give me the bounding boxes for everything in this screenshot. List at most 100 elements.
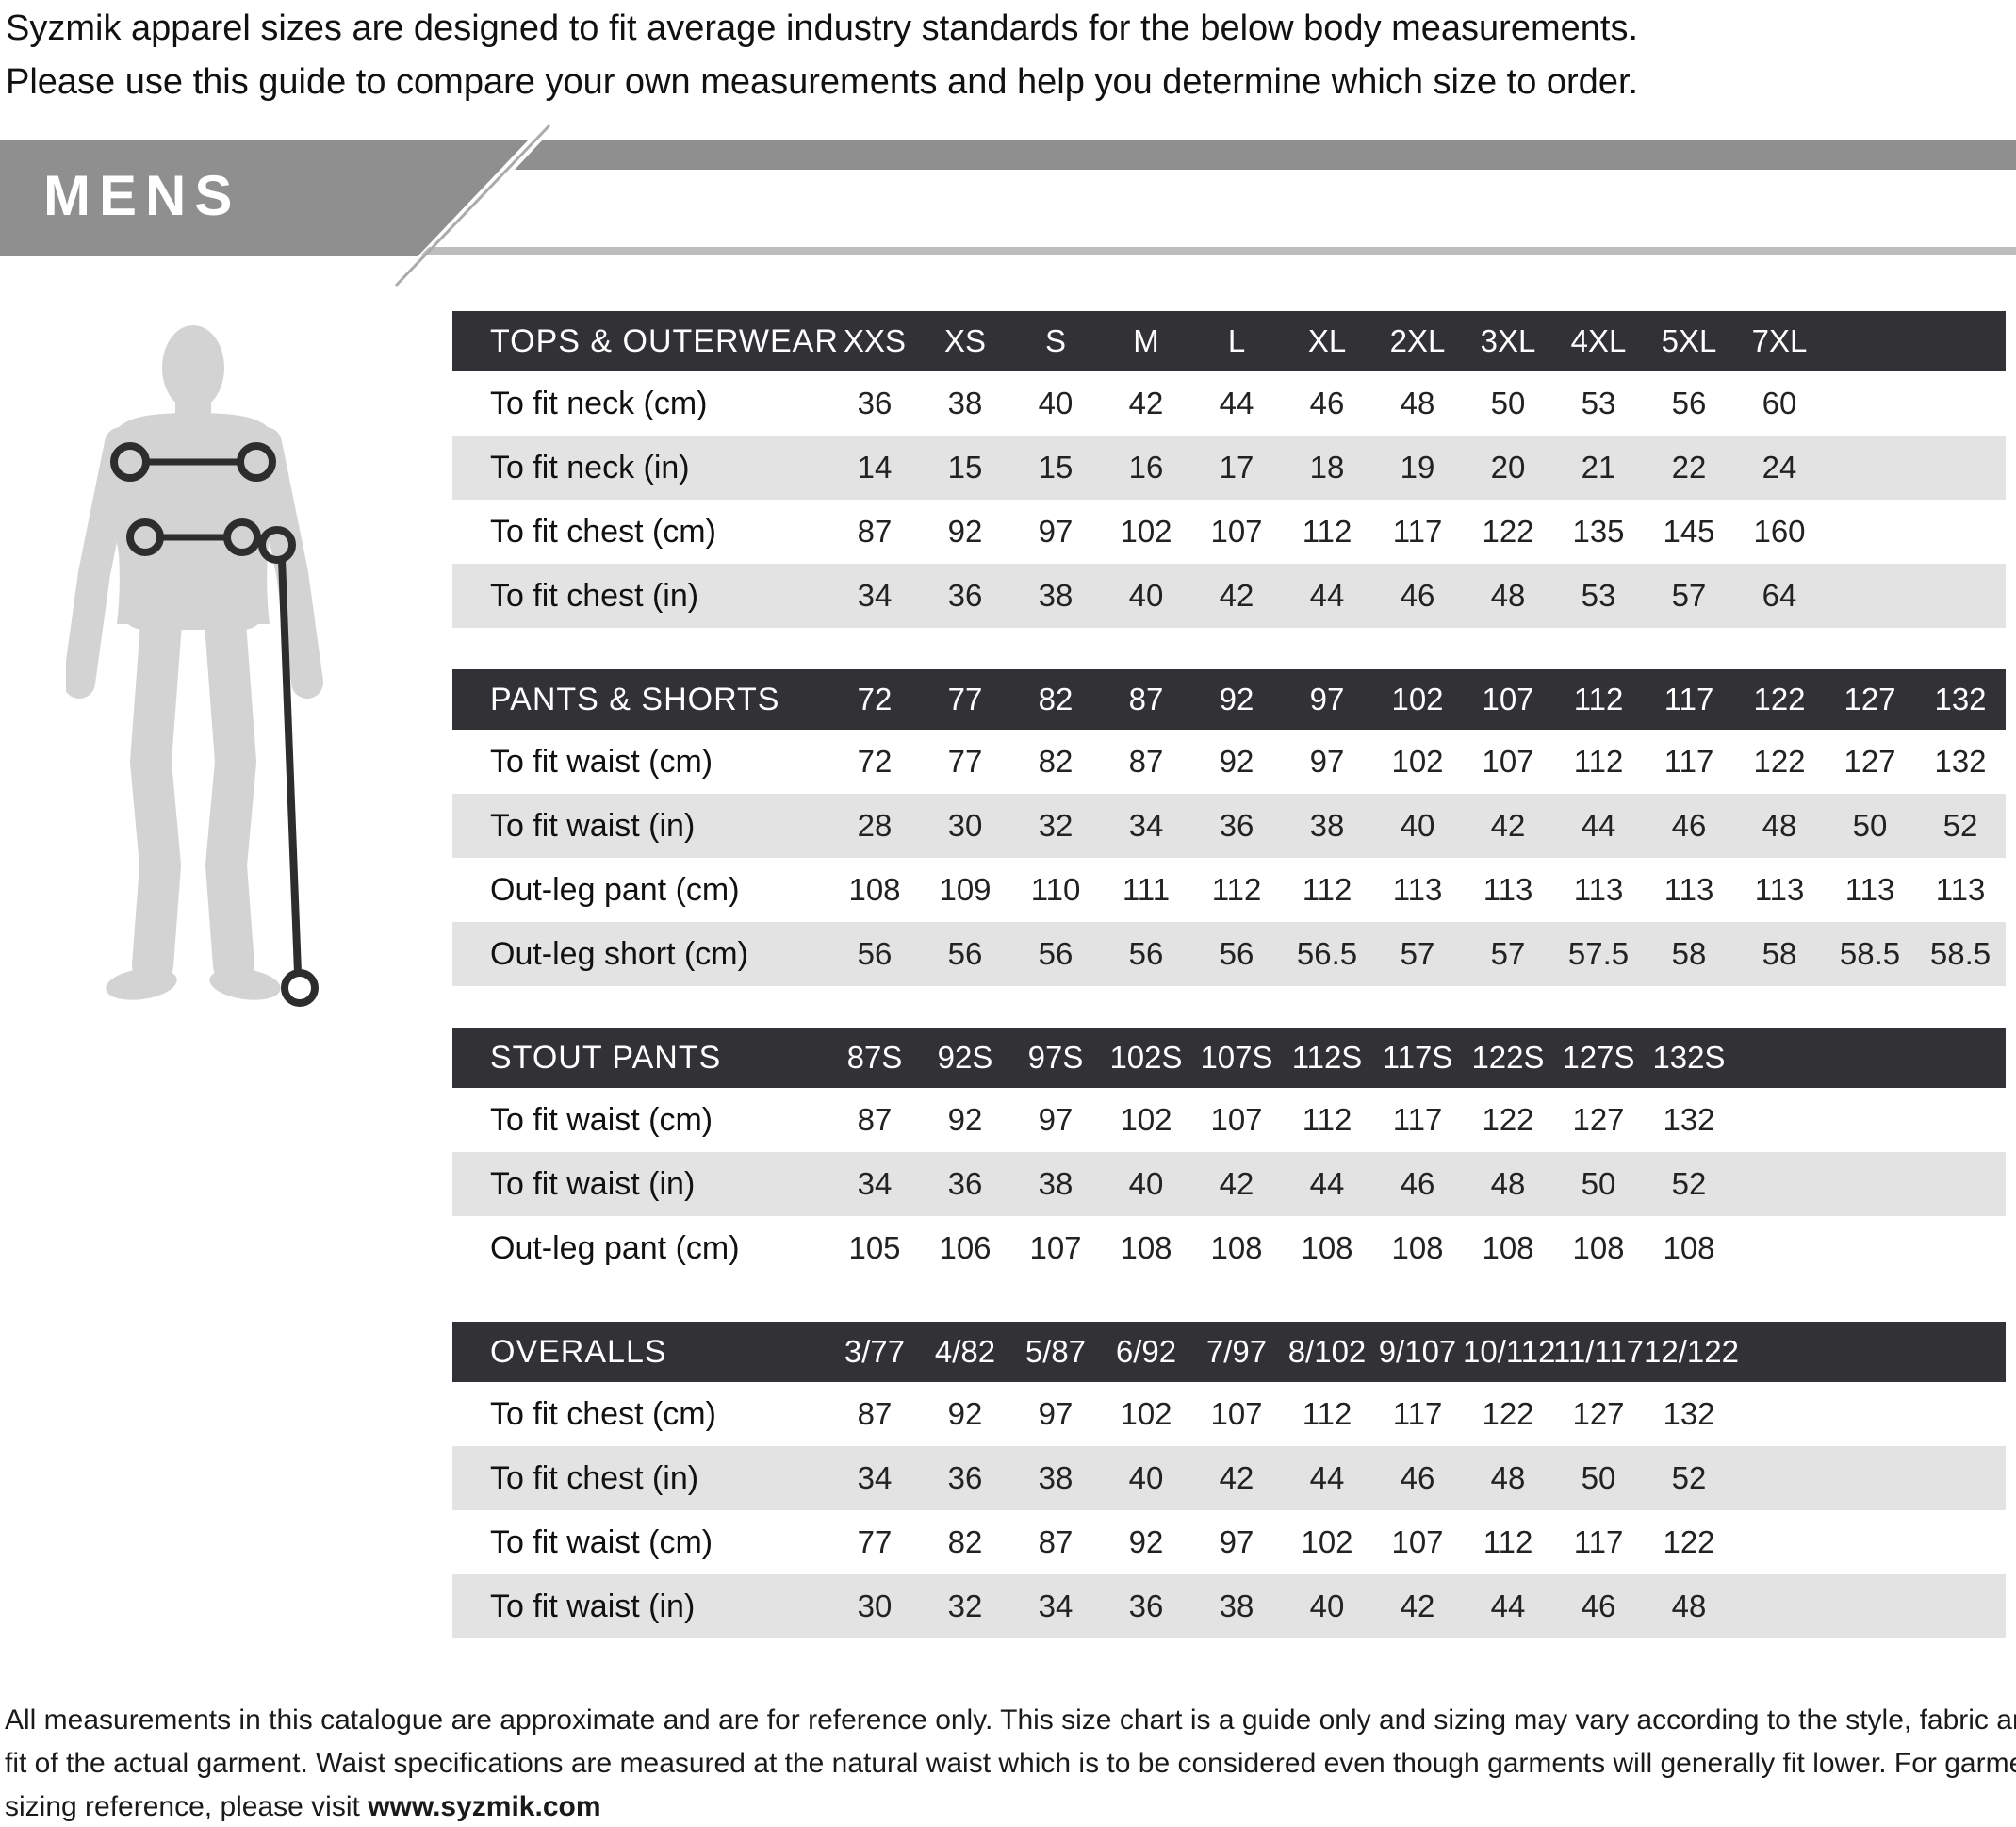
cell-value: 87 <box>857 1102 893 1137</box>
size-column-header: 9/107 <box>1378 1334 1457 1369</box>
cell-value: 48 <box>1400 386 1435 420</box>
cell-value: 40 <box>1400 808 1435 843</box>
cell-value: 64 <box>1762 578 1797 613</box>
cell-value: 108 <box>1391 1230 1444 1265</box>
cell-value: 82 <box>947 1524 983 1559</box>
pants-shorts-table: PANTS & SHORTS 72 77 82 87 92 97 102 107 112 117 12… <box>452 669 2006 986</box>
table-row: To fit chest (cm) 87 92 97 102 107 112 117 122 13… <box>452 500 2006 564</box>
cell-value: 122 <box>1663 1524 1715 1559</box>
cell-value: 102 <box>1301 1524 1353 1559</box>
size-column-header: 72 <box>857 682 893 716</box>
banner-diagonal-line <box>394 123 551 288</box>
size-column-header: 4/82 <box>934 1334 996 1369</box>
cell-value: 160 <box>1753 514 1806 549</box>
cell-value: 72 <box>857 744 893 779</box>
banner-top-strip <box>515 140 2016 170</box>
size-column-header: 3XL <box>1480 323 1536 358</box>
size-column-header: 12/122 <box>1644 1334 1739 1369</box>
cell-value: 38 <box>1219 1588 1254 1623</box>
cell-value: 46 <box>1309 386 1345 420</box>
disclaimer-line-1: All measurements in this catalogue are a… <box>5 1704 2016 1736</box>
size-column-header: 3/77 <box>844 1334 906 1369</box>
cell-value: 113 <box>1754 872 1805 907</box>
size-column-header: 82 <box>1038 682 1074 716</box>
cell-value: 117 <box>1392 514 1443 549</box>
overalls-table: OVERALLS 3/77 4/82 5/87 6/92 7/97 8/102 9/107 10… <box>452 1322 2006 1638</box>
row-label: To fit waist (in) <box>490 1165 696 1202</box>
cell-value: 46 <box>1671 808 1707 843</box>
cell-value: 46 <box>1581 1588 1616 1623</box>
table-row: To fit waist (in) 28 30 32 34 36 38 40 42 44 46 48 5… <box>452 794 2006 858</box>
cell-value: 56 <box>1219 936 1254 971</box>
table-row: Out-leg pant (cm) 105 106 107 108 108 108 108 10… <box>452 1216 2006 1280</box>
size-table-header-row: OVERALLS 3/77 4/82 5/87 6/92 7/97 8/102 9/107 10… <box>452 1322 2006 1382</box>
website-link[interactable]: www.syzmik.com <box>368 1791 601 1822</box>
size-column-header: 6/92 <box>1115 1334 1177 1369</box>
row-label: To fit neck (in) <box>490 449 690 486</box>
cell-value: 32 <box>1038 808 1074 843</box>
size-table-title: TOPS & OUTERWEAR <box>490 322 839 359</box>
cell-value: 34 <box>857 1166 893 1201</box>
table-row: To fit waist (cm) 87 92 97 102 107 112 117 122 12… <box>452 1088 2006 1152</box>
cell-value: 50 <box>1490 386 1526 420</box>
cell-value: 56 <box>1038 936 1074 971</box>
body-measurement-figure <box>66 325 323 1007</box>
cell-value: 38 <box>1309 808 1345 843</box>
cell-value: 50 <box>1581 1166 1616 1201</box>
cell-value: 22 <box>1671 450 1707 485</box>
cell-value: 102 <box>1120 514 1172 549</box>
cell-value: 57 <box>1400 936 1435 971</box>
cell-value: 135 <box>1572 514 1625 549</box>
cell-value: 34 <box>857 578 893 613</box>
size-table-header-row: STOUT PANTS 87S 92S 97S 102S 107S 112S 117S 122S… <box>452 1028 2006 1088</box>
cell-value: 38 <box>1038 1460 1074 1495</box>
table-row: To fit waist (cm) 77 82 87 92 97 102 107 112 117 1… <box>452 1510 2006 1574</box>
cell-value: 34 <box>857 1460 893 1495</box>
intro-line-1: Syzmik apparel sizes are designed to fit… <box>6 8 1639 48</box>
cell-value: 127 <box>1844 744 1896 779</box>
row-label: To fit chest (in) <box>490 1459 699 1496</box>
cell-value: 112 <box>1302 514 1352 549</box>
cell-value: 117 <box>1664 744 1714 779</box>
table-row: Out-leg short (cm) 56 56 56 56 56 56.5 57 57 57.5… <box>452 922 2006 986</box>
size-column-header: 87 <box>1128 682 1164 716</box>
cell-value: 50 <box>1581 1460 1616 1495</box>
cell-value: 145 <box>1663 514 1715 549</box>
size-column-header: 122 <box>1753 682 1806 716</box>
cell-value: 56 <box>947 936 983 971</box>
cell-value: 117 <box>1392 1396 1443 1431</box>
row-label: Out-leg short (cm) <box>490 935 748 972</box>
size-column-header: 92 <box>1219 682 1254 716</box>
cell-value: 107 <box>1029 1230 1082 1265</box>
cell-value: 48 <box>1762 808 1797 843</box>
cell-value: 57 <box>1490 936 1526 971</box>
cell-value: 16 <box>1128 450 1164 485</box>
cell-value: 108 <box>1210 1230 1263 1265</box>
cell-value: 36 <box>1219 808 1254 843</box>
intro-text: Syzmik apparel sizes are designed to fit… <box>6 2 1638 109</box>
cell-value: 132 <box>1934 744 1987 779</box>
cell-value: 92 <box>947 514 983 549</box>
cell-value: 112 <box>1302 872 1352 907</box>
cell-value: 106 <box>939 1230 992 1265</box>
table-row: To fit waist (cm) 72 77 82 87 92 97 102 107 112 11… <box>452 730 2006 794</box>
size-column-header: XXS <box>843 323 907 358</box>
size-table-title: STOUT PANTS <box>490 1039 722 1076</box>
cell-value: 108 <box>848 872 901 907</box>
row-label: To fit waist (in) <box>490 807 696 844</box>
cell-value: 117 <box>1573 1524 1624 1559</box>
cell-value: 46 <box>1400 1460 1435 1495</box>
cell-value: 48 <box>1490 1460 1526 1495</box>
row-label: To fit waist (in) <box>490 1588 696 1624</box>
cell-value: 107 <box>1482 744 1534 779</box>
row-label: To fit chest (cm) <box>490 1395 716 1432</box>
row-label: To fit waist (cm) <box>490 743 713 780</box>
cell-value: 42 <box>1219 578 1254 613</box>
cell-value: 117 <box>1392 1102 1443 1137</box>
cell-value: 44 <box>1309 1166 1345 1201</box>
cell-value: 57 <box>1671 578 1707 613</box>
cell-value: 87 <box>1128 744 1164 779</box>
size-column-header: 97 <box>1309 682 1345 716</box>
cell-value: 44 <box>1309 578 1345 613</box>
cell-value: 56 <box>1671 386 1707 420</box>
